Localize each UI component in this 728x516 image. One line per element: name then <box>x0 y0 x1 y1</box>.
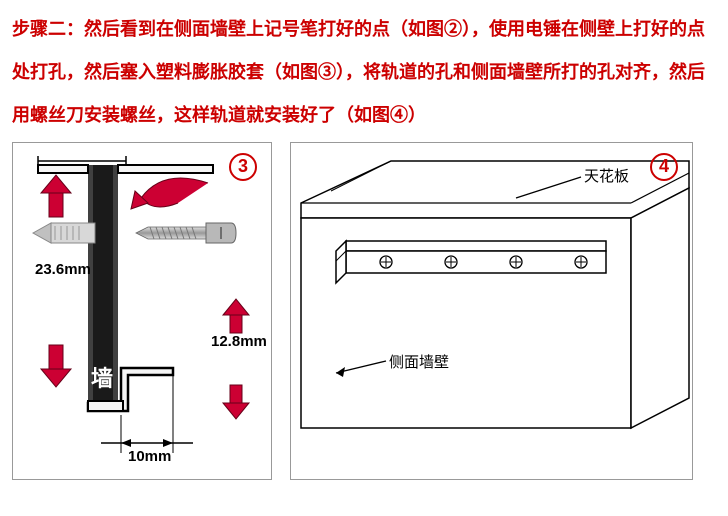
panel-badge-4: 4 <box>650 153 678 181</box>
arrow-up-right <box>223 299 249 333</box>
diagram-3-svg <box>13 143 273 481</box>
dim-bottom-label: 10mm <box>128 448 171 465</box>
arrow-up-left <box>41 175 71 217</box>
instruction-text: 步骤二：然后看到在侧面墙壁上记号笔打好的点（如图②），使用电锤在侧壁上打好的点处… <box>12 19 705 125</box>
step-instructions: 步骤二：然后看到在侧面墙壁上记号笔打好的点（如图②），使用电锤在侧壁上打好的点处… <box>12 8 716 138</box>
diagram-4-svg <box>291 143 694 481</box>
ceiling-label: 天花板 <box>584 165 629 186</box>
dim-depth-label: 12.8mm <box>211 333 267 350</box>
page-root: 步骤二：然后看到在侧面墙壁上记号笔打好的点（如图②），使用电锤在侧壁上打好的点处… <box>0 0 728 516</box>
wall-label-4: 侧面墙壁 <box>389 351 449 372</box>
panel-badge-3: 3 <box>229 153 257 181</box>
diagram-panel-3: 3 <box>12 142 272 480</box>
arrow-down-right <box>223 385 249 419</box>
wall-label-3: 墙 <box>91 361 113 393</box>
diagram-panel-4: 4 <box>290 142 693 480</box>
diagram-row: 3 <box>12 142 716 480</box>
arrow-down-left <box>41 345 71 387</box>
dim-width-label: 23.6mm <box>35 261 91 278</box>
